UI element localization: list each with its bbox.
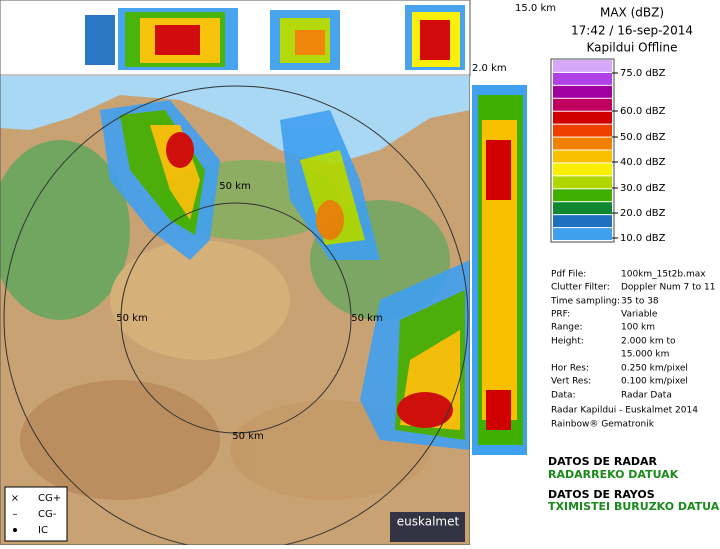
scale-label: 30.0 dBZ — [620, 183, 666, 194]
link[interactable]: TXIMISTEI BURUZKO DATUAK — [548, 500, 720, 513]
info-key: Height: — [551, 337, 584, 347]
credit: Rainbow® Gematronik — [551, 420, 655, 430]
info-key: PRF: — [551, 310, 570, 320]
info-value: 2.000 km to — [621, 337, 676, 347]
height-label: 15.0 km — [515, 3, 556, 14]
top-echoes — [85, 5, 465, 70]
legend-symbol — [13, 528, 17, 532]
scale-label: 75.0 dBZ — [620, 68, 666, 79]
ring-label: 50 km — [219, 181, 250, 192]
scale-band — [553, 163, 612, 176]
scale-band — [553, 85, 612, 98]
legend-label: CG+ — [38, 493, 61, 504]
scale-label: 20.0 dBZ — [620, 208, 666, 219]
info-value: 0.100 km/pixel — [621, 377, 688, 387]
info-key: Clutter Filter: — [551, 283, 610, 293]
info-value: 15.000 km — [621, 350, 669, 360]
scale-band — [553, 124, 612, 137]
info-key: Time sampling: — [550, 297, 620, 307]
side-echoes — [472, 85, 527, 455]
info-value: Radar Data — [621, 391, 672, 401]
scale-label: 60.0 dBZ — [620, 106, 666, 117]
info-value: Doppler Num 7 to 11 — [621, 283, 715, 293]
scale-band — [553, 202, 612, 215]
scale-band — [553, 98, 612, 111]
info-value: Variable — [621, 310, 658, 320]
ring-label: 50 km — [116, 313, 147, 324]
logo — [390, 512, 465, 542]
info-key: Data: — [551, 391, 576, 401]
title: MAX (dBZ) — [600, 6, 664, 20]
link[interactable]: RADARREKO DATUAK — [548, 468, 679, 481]
scale-label: 40.0 dBZ — [620, 157, 666, 168]
timestamp: 17:42 / 16-sep-2014 — [571, 24, 693, 38]
echoes — [100, 100, 470, 450]
legend-label: CG- — [38, 509, 57, 520]
scale-band — [553, 111, 612, 124]
info-value: 35 to 38 — [621, 297, 659, 307]
info-key: Pdf File: — [551, 270, 586, 280]
scale-label: 10.0 dBZ — [620, 233, 666, 244]
scale-band — [553, 228, 612, 240]
info-key: Vert Res: — [551, 377, 591, 387]
credit: Radar Kapildui - Euskalmet 2014 — [551, 406, 698, 416]
legend-symbol: × — [11, 493, 19, 504]
ring-label: 50 km — [351, 313, 382, 324]
legend-label: IC — [38, 525, 48, 536]
scale-label: 50.0 dBZ — [620, 132, 666, 143]
scale-band — [553, 215, 612, 228]
info-value: 100km_15t2b.max — [621, 270, 706, 280]
scale-band — [553, 137, 612, 150]
scale-band — [553, 60, 612, 72]
sea — [0, 76, 470, 165]
logo-text: euskalmet — [397, 515, 460, 529]
scale-band — [553, 176, 612, 189]
legend-box — [4, 486, 68, 542]
scale-band — [553, 72, 612, 85]
ring-label: 50 km — [232, 431, 263, 442]
legend-symbol: – — [13, 509, 18, 520]
scale-band — [553, 189, 612, 202]
status: Kapildui Offline — [586, 41, 677, 55]
info-key: Range: — [551, 323, 583, 333]
range-rings — [3, 85, 469, 549]
height-label: 2.0 km — [472, 63, 507, 74]
scale-band — [553, 150, 612, 163]
info-value: 0.250 km/pixel — [621, 364, 688, 374]
link[interactable]: DATOS DE RAYOS — [548, 488, 655, 501]
info-key: Hor Res: — [551, 364, 589, 374]
info-value: 100 km — [621, 323, 655, 333]
link[interactable]: DATOS DE RADAR — [548, 455, 657, 468]
